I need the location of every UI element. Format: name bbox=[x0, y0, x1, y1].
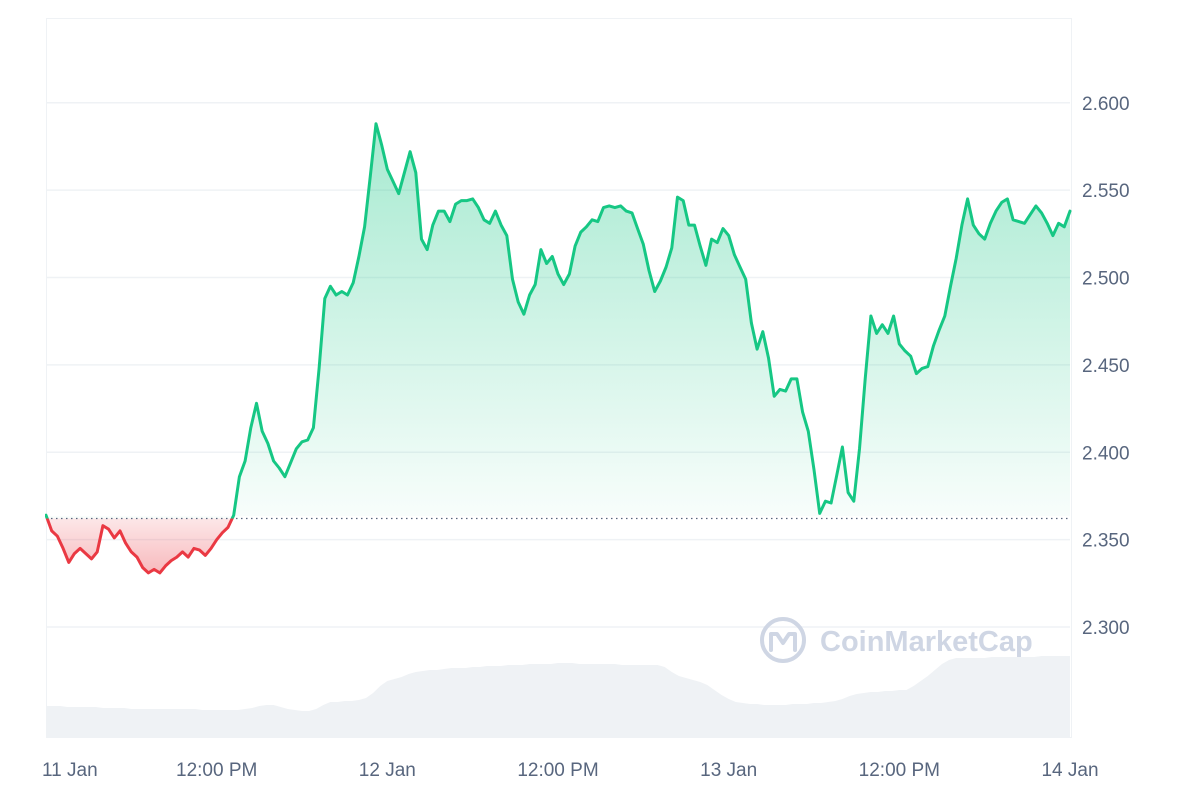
y-tick-label: 2.400 bbox=[1082, 443, 1130, 464]
x-tick-label: 12:00 PM bbox=[859, 760, 940, 781]
x-tick-label: 12:00 PM bbox=[176, 760, 257, 781]
coinmarketcap-watermark: CoinMarketCap bbox=[760, 617, 1033, 663]
price-line bbox=[45, 122, 1072, 575]
y-tick-label: 2.300 bbox=[1082, 618, 1130, 639]
x-tick-label: 13 Jan bbox=[700, 760, 757, 781]
y-axis-labels: 2.300 2.350 2.400 2.450 2.500 2.550 2.600 bbox=[1082, 94, 1130, 639]
volume-bars bbox=[46, 656, 1070, 738]
y-tick-label: 2.550 bbox=[1082, 181, 1130, 202]
x-tick-label: 14 Jan bbox=[1041, 760, 1098, 781]
volume-area bbox=[46, 656, 1070, 738]
price-area-up bbox=[46, 123, 1070, 519]
coinmarketcap-logo-icon bbox=[760, 617, 806, 663]
price-line-up bbox=[45, 122, 1072, 519]
x-tick-label: 11 Jan bbox=[42, 760, 98, 781]
y-tick-label: 2.350 bbox=[1082, 531, 1130, 552]
watermark-text: CoinMarketCap bbox=[820, 626, 1033, 658]
price-area-down bbox=[47, 518, 233, 573]
price-area bbox=[46, 123, 1070, 573]
price-line-down bbox=[45, 518, 234, 575]
x-tick-label: 12:00 PM bbox=[517, 760, 598, 781]
y-tick-label: 2.600 bbox=[1082, 94, 1130, 115]
x-axis-labels: 11 Jan 12:00 PM 12 Jan 12:00 PM 13 Jan 12:00 … bbox=[42, 760, 1099, 781]
y-tick-label: 2.450 bbox=[1082, 356, 1130, 377]
y-tick-label: 2.500 bbox=[1082, 269, 1130, 290]
x-tick-label: 12 Jan bbox=[359, 760, 416, 781]
